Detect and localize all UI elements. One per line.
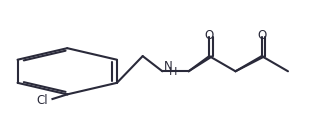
Text: Cl: Cl [36, 94, 48, 107]
Text: H: H [169, 67, 177, 77]
Text: O: O [257, 29, 266, 42]
Text: N: N [164, 60, 173, 73]
Text: O: O [205, 29, 214, 42]
